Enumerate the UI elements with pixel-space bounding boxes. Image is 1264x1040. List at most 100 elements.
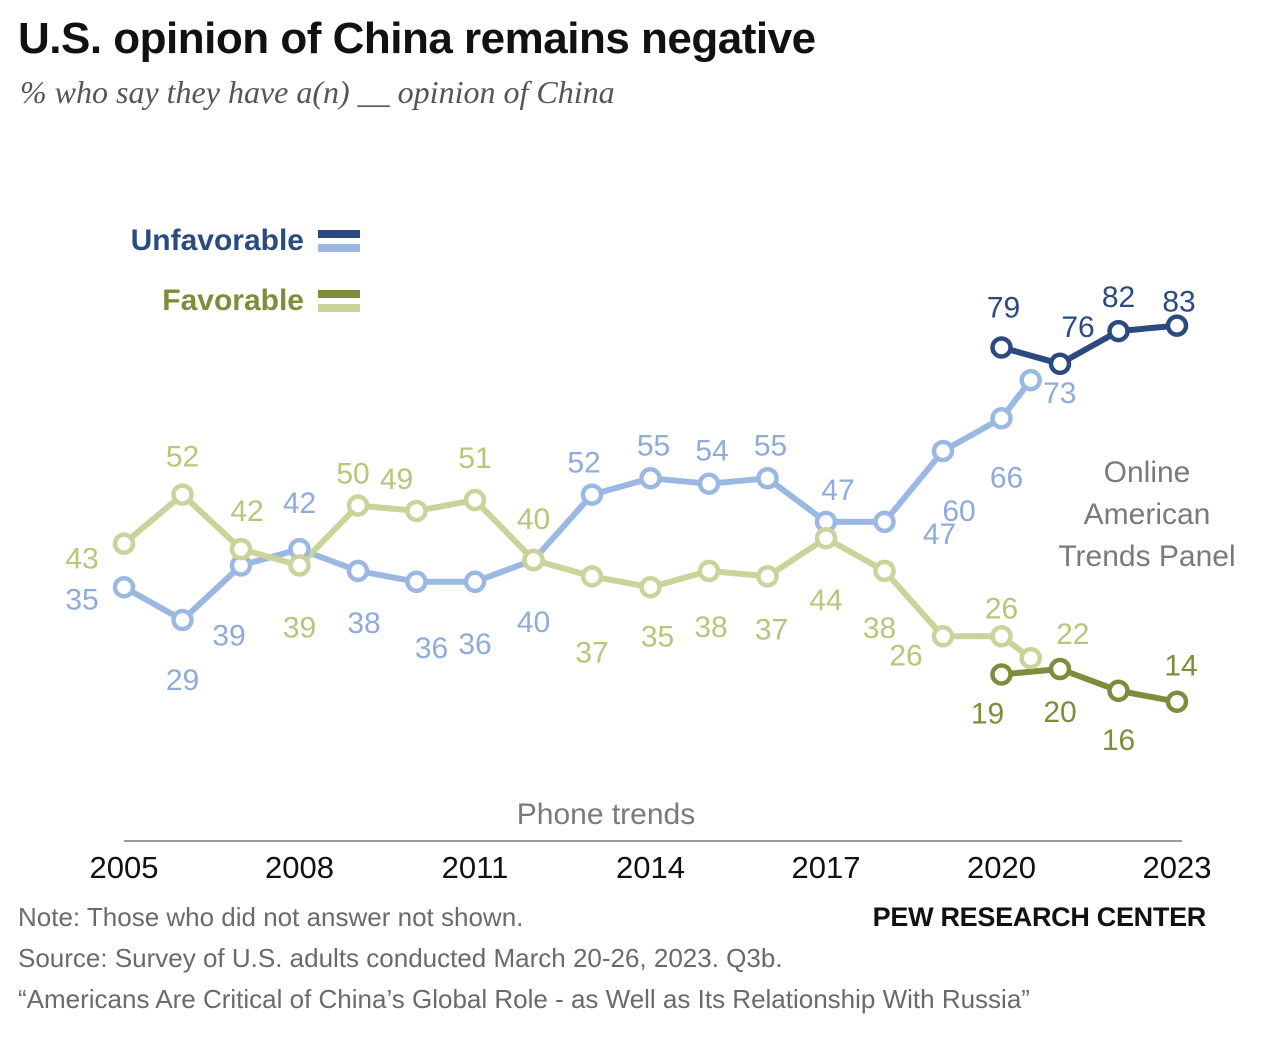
data-point [405, 570, 428, 594]
data-point [1019, 646, 1042, 670]
data-point [814, 526, 838, 550]
chart-source: Source: Survey of U.S. adults conducted … [18, 943, 783, 973]
data-point [288, 554, 311, 577]
data-label: 40 [517, 606, 550, 639]
x-tick-label: 2014 [616, 850, 685, 885]
data-point [112, 576, 136, 599]
data-label: 79 [987, 291, 1020, 324]
data-label: 60 [942, 495, 975, 528]
data-point [1165, 314, 1189, 337]
data-point [756, 467, 779, 490]
data-label: 36 [458, 628, 491, 661]
chart-title: U.S. opinion of China remains negative [18, 14, 816, 63]
data-label: 47 [821, 474, 854, 507]
data-point [990, 663, 1013, 686]
data-point [112, 532, 136, 555]
data-label: 22 [1056, 618, 1089, 651]
data-label: 39 [283, 611, 316, 644]
online-panel-label: Online [1104, 456, 1191, 489]
data-label: 38 [347, 607, 380, 640]
data-label: 83 [1162, 286, 1195, 319]
data-label: 42 [230, 495, 263, 528]
data-label: 37 [575, 636, 608, 669]
data-point [463, 570, 487, 594]
data-label: 26 [985, 592, 1018, 625]
data-point [580, 565, 604, 588]
data-point [639, 467, 662, 490]
data-point [405, 499, 428, 523]
data-label: 39 [212, 619, 245, 652]
data-label: 29 [166, 664, 199, 697]
legend-label: Favorable [162, 284, 304, 317]
data-label: 50 [336, 458, 369, 491]
data-label: 82 [1102, 281, 1135, 314]
data-label: 47 [923, 518, 956, 551]
x-tick-label: 2017 [792, 850, 861, 885]
data-point [990, 625, 1013, 648]
data-label: 14 [1164, 650, 1197, 683]
legend-swatch-dark [318, 290, 360, 298]
data-point [1048, 657, 1072, 681]
data-label: 49 [380, 463, 413, 496]
data-point [931, 439, 955, 463]
x-tick-label: 2020 [967, 850, 1036, 885]
data-label: 43 [65, 543, 98, 576]
chart-note: Note: Those who did not answer not shown… [18, 902, 524, 932]
data-point [697, 472, 721, 495]
legend-swatch-dark [318, 230, 360, 238]
data-point [463, 488, 487, 512]
data-label: 44 [809, 584, 842, 617]
data-point [229, 537, 253, 561]
data-point [990, 407, 1013, 430]
data-label: 38 [863, 612, 896, 645]
x-tick-label: 2023 [1143, 850, 1212, 885]
data-label: 35 [641, 620, 674, 653]
data-label: 52 [567, 447, 600, 480]
data-point [1107, 679, 1130, 703]
data-point [639, 576, 662, 599]
x-tick-label: 2005 [90, 850, 159, 885]
data-label: 37 [755, 613, 788, 646]
legend-swatch-light [318, 244, 360, 252]
report-title: “Americans Are Critical of China’s Globa… [18, 984, 1030, 1014]
data-point [346, 559, 370, 583]
data-label: 52 [166, 441, 199, 474]
data-label: 55 [637, 429, 670, 462]
chart-subtitle: % who say they have a(n) __ opinion of C… [20, 74, 615, 110]
online-panel-label: American [1084, 498, 1211, 531]
data-point [697, 559, 721, 583]
data-point [873, 559, 896, 583]
phone-trends-label: Phone trends [517, 798, 695, 831]
data-point [873, 510, 896, 534]
data-point [1019, 368, 1042, 392]
data-point [522, 548, 545, 572]
data-label: 20 [1043, 696, 1076, 729]
data-point [171, 608, 194, 632]
x-tick-label: 2011 [442, 850, 509, 885]
data-label: 54 [695, 435, 728, 468]
data-point [990, 336, 1013, 359]
data-label: 66 [990, 461, 1023, 494]
data-point [1048, 352, 1072, 376]
data-label: 38 [694, 611, 727, 644]
data-label: 76 [1061, 311, 1094, 344]
data-point [931, 625, 955, 648]
data-label: 51 [458, 442, 491, 475]
data-label: 19 [971, 697, 1004, 730]
legend-swatch-light [318, 304, 360, 312]
data-label: 73 [1043, 377, 1076, 410]
x-tick-label: 2008 [265, 850, 334, 885]
data-point [580, 483, 604, 506]
data-label: 26 [889, 639, 922, 672]
data-point [171, 483, 194, 506]
legend-label: Unfavorable [131, 224, 304, 257]
series-line [998, 666, 1180, 705]
data-label: 55 [754, 429, 787, 462]
data-point [756, 565, 779, 588]
data-label: 40 [517, 503, 550, 536]
data-point [346, 494, 370, 517]
data-label: 16 [1102, 724, 1135, 757]
data-point [1107, 319, 1130, 343]
organization-credit: PEW RESEARCH CENTER [872, 902, 1207, 932]
data-label: 35 [65, 583, 98, 616]
